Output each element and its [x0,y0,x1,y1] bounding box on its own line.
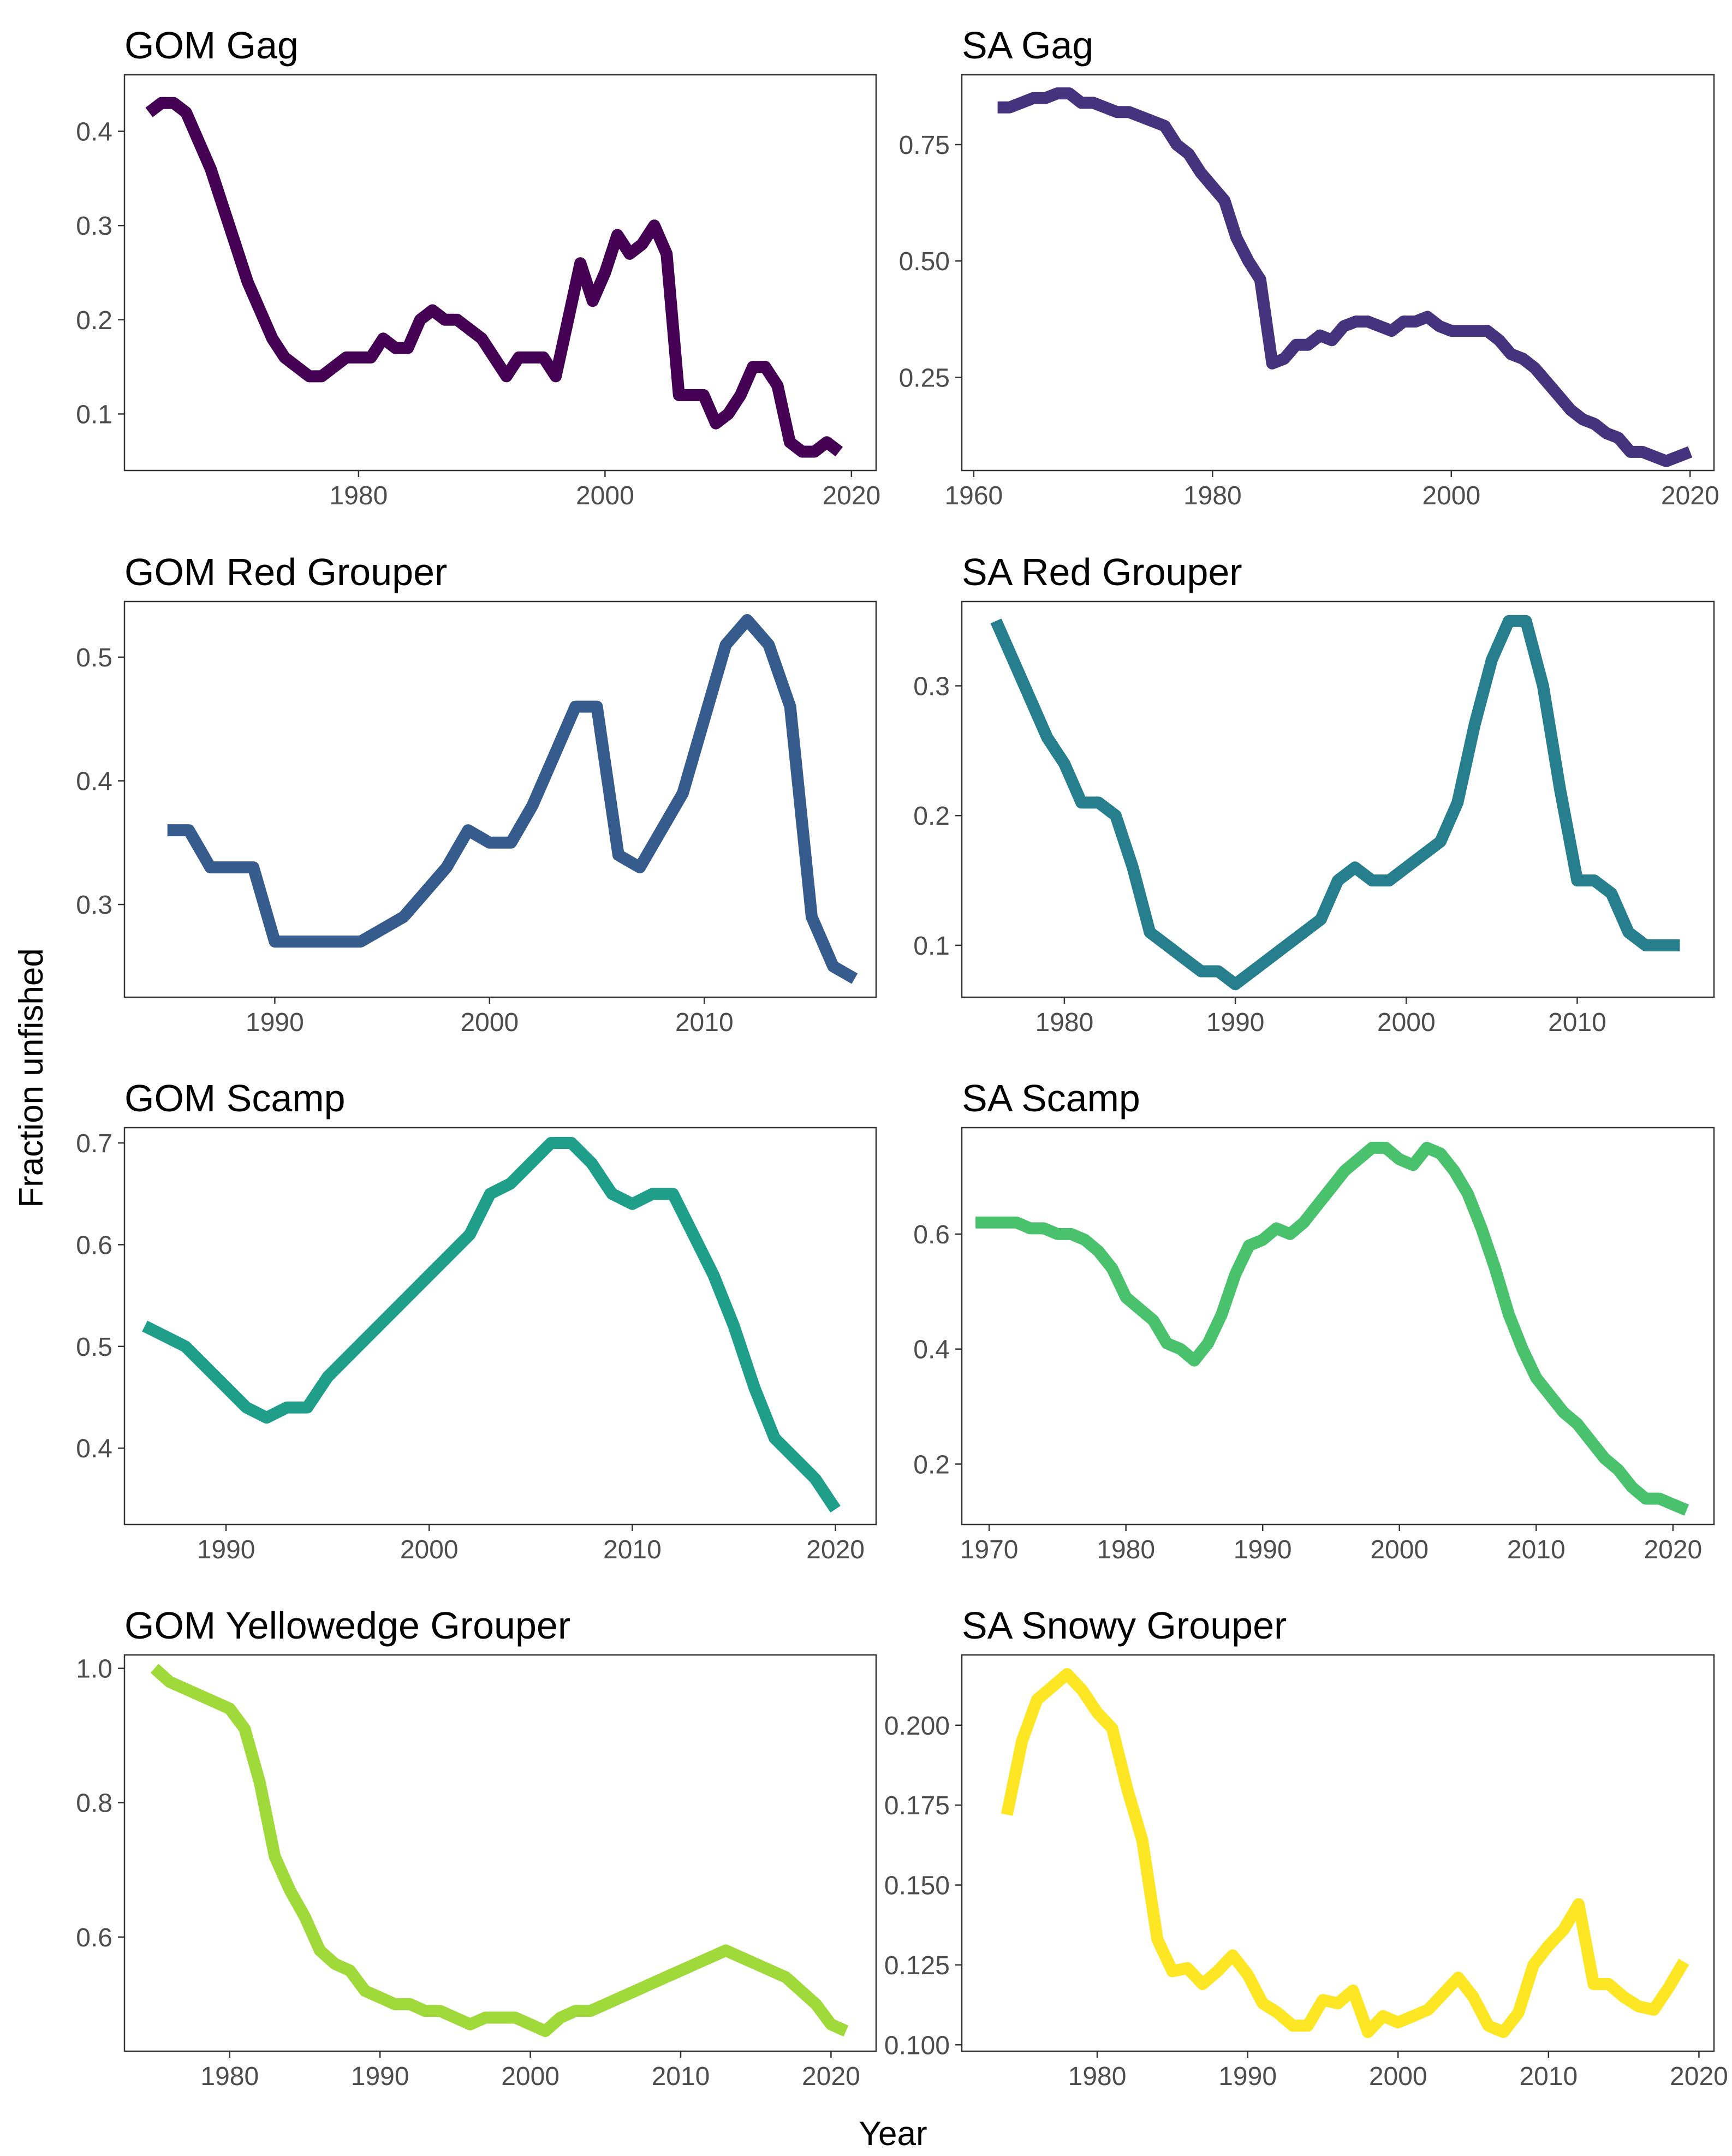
y-tick-label: 0.4 [913,1336,950,1365]
x-tick-label: 2010 [652,2062,710,2091]
series-line-gom-red-grouper [167,614,858,984]
y-tick-label: 0.1 [913,932,950,961]
x-tick-label: 1980 [1097,1535,1155,1564]
panel-sa-gag: SA Gag 0.25 0.50 0.75 1960 1980 2000 2020 [899,24,1719,510]
x-tick-label: 2000 [1369,2062,1427,2091]
panel-title-sa-snowy-grouper: SA Snowy Grouper [962,1604,1287,1647]
panel-title-sa-red-grouper: SA Red Grouper [962,551,1242,593]
plot-frame-sa-scamp [961,1127,1715,1526]
y-tick-label: 0.4 [76,118,112,147]
x-tick-label: 2020 [806,1535,865,1564]
y-tick-label: 0.7 [76,1129,112,1158]
x-tick-label: 1990 [1206,1008,1265,1037]
x-tick-label: 1980 [1183,481,1242,510]
x-tick-label: 1960 [944,481,1003,510]
plot-frame-sa-gag [961,74,1715,472]
y-tick-label: 0.125 [884,1951,950,1980]
x-tick-label: 2000 [460,1008,519,1037]
panel-sa-snowy-grouper: SA Snowy Grouper 0.100 0.125 0.150 0.175 0.20… [884,1604,1728,2091]
y-tick-label: 0.100 [884,2031,950,2060]
plot-frame-sa-snowy-grouper [961,1654,1715,2052]
x-tick-label: 2010 [603,1535,662,1564]
y-tick-label: 0.200 [884,1712,950,1741]
series-line-sa-snowy-grouper [1001,1668,1689,2038]
panel-title-gom-red-grouper: GOM Red Grouper [124,551,447,593]
panel-gom-red-grouper: GOM Red Grouper 0.3 0.4 0.5 1990 2000 2010 [76,551,877,1037]
y-tick-label: 0.1 [76,400,112,429]
x-tick-label: 2000 [400,1535,459,1564]
x-tick-label: 2010 [1519,2062,1578,2091]
plot-frame-sa-red-grouper [961,600,1715,998]
panel-sa-red-grouper: SA Red Grouper 0.1 0.2 0.3 1980 1990 2000 2010 [913,551,1715,1037]
panel-title-gom-yellowedge-grouper: GOM Yellowedge Grouper [124,1604,570,1647]
y-tick-label: 0.4 [76,767,112,796]
y-tick-label: 0.6 [913,1220,950,1249]
x-tick-label: 1990 [246,1008,304,1037]
series-line-sa-scamp [975,1141,1689,1516]
x-tick-label: 1970 [960,1535,1019,1564]
y-tick-label: 0.2 [76,306,112,335]
y-tick-label: 0.4 [76,1434,112,1463]
y-axis-title: Fraction unfished [13,948,50,1208]
y-tick-label: 0.3 [76,891,112,920]
series-line-gom-yellowedge-grouper [150,1664,849,2038]
y-tick-label: 0.150 [884,1872,950,1901]
panel-title-gom-scamp: GOM Scamp [124,1077,346,1119]
y-tick-label: 0.3 [913,672,950,701]
x-tick-label: 2000 [1377,1008,1436,1037]
x-tick-label: 2020 [822,481,880,510]
plot-frame-gom-red-grouper [123,600,877,998]
x-tick-label: 2000 [1422,481,1480,510]
x-tick-label: 2020 [1661,481,1719,510]
panel-title-gom-gag: GOM Gag [124,24,299,67]
plot-frame-gom-gag [123,74,877,472]
x-tick-label: 2020 [1670,2062,1728,2091]
x-tick-label: 2000 [576,481,634,510]
y-tick-label: 0.175 [884,1791,950,1820]
y-tick-label: 0.75 [899,131,950,160]
x-tick-label: 2010 [1548,1008,1606,1037]
x-tick-label: 1990 [1218,2062,1277,2091]
y-tick-label: 0.25 [899,364,950,392]
y-tick-label: 0.8 [76,1789,112,1818]
x-tick-label: 1990 [197,1535,255,1564]
y-tick-label: 0.50 [899,247,950,276]
panel-title-sa-gag: SA Gag [962,24,1093,67]
y-tick-label: 0.6 [76,1231,112,1260]
x-tick-label: 1980 [1035,1008,1094,1037]
panel-gom-scamp: GOM Scamp 0.4 0.5 0.6 0.7 1990 2000 2010 2020 [76,1077,877,1564]
x-tick-label: 1980 [1068,2062,1127,2091]
x-tick-label: 2000 [501,2062,560,2091]
y-tick-label: 0.5 [76,1333,112,1362]
y-tick-label: 1.0 [76,1655,112,1684]
panel-sa-scamp: SA Scamp 0.2 0.4 0.6 1970 1980 1990 2000 2010 202… [913,1077,1715,1564]
panel-gom-gag: GOM Gag 0.1 0.2 0.3 0.4 1980 2000 2020 [76,24,880,510]
x-tick-label: 2000 [1370,1535,1429,1564]
x-tick-label: 2020 [1644,1535,1702,1564]
x-tick-label: 1990 [351,2062,409,2091]
series-line-sa-gag [997,87,1693,467]
series-line-gom-scamp [142,1137,841,1513]
plot-frame-gom-yellowedge-grouper [123,1654,877,2052]
y-tick-label: 0.6 [76,1923,112,1952]
x-tick-label: 1990 [1234,1535,1292,1564]
x-tick-label: 2010 [1507,1535,1566,1564]
x-tick-label: 1980 [330,481,388,510]
y-tick-label: 0.2 [913,802,950,831]
panel-gom-yellowedge-grouper: GOM Yellowedge Grouper 0.6 0.8 1.0 1980 1990 2… [76,1604,877,2091]
panel-title-sa-scamp: SA Scamp [962,1077,1140,1119]
series-line-sa-red-grouper [990,615,1680,991]
y-tick-label: 0.3 [76,212,112,241]
x-tick-label: 2010 [675,1008,734,1037]
panels: GOM Gag 0.1 0.2 0.3 0.4 1980 2000 2020 SA Gag 0.2… [76,24,1728,2091]
plot-frame-gom-scamp [123,1127,877,1526]
x-tick-label: 2020 [802,2062,860,2091]
series-line-gom-gag [145,97,843,458]
y-tick-label: 0.5 [76,644,112,672]
x-tick-label: 1980 [200,2062,259,2091]
y-tick-label: 0.2 [913,1450,950,1479]
x-axis-title: Year [859,2115,927,2153]
